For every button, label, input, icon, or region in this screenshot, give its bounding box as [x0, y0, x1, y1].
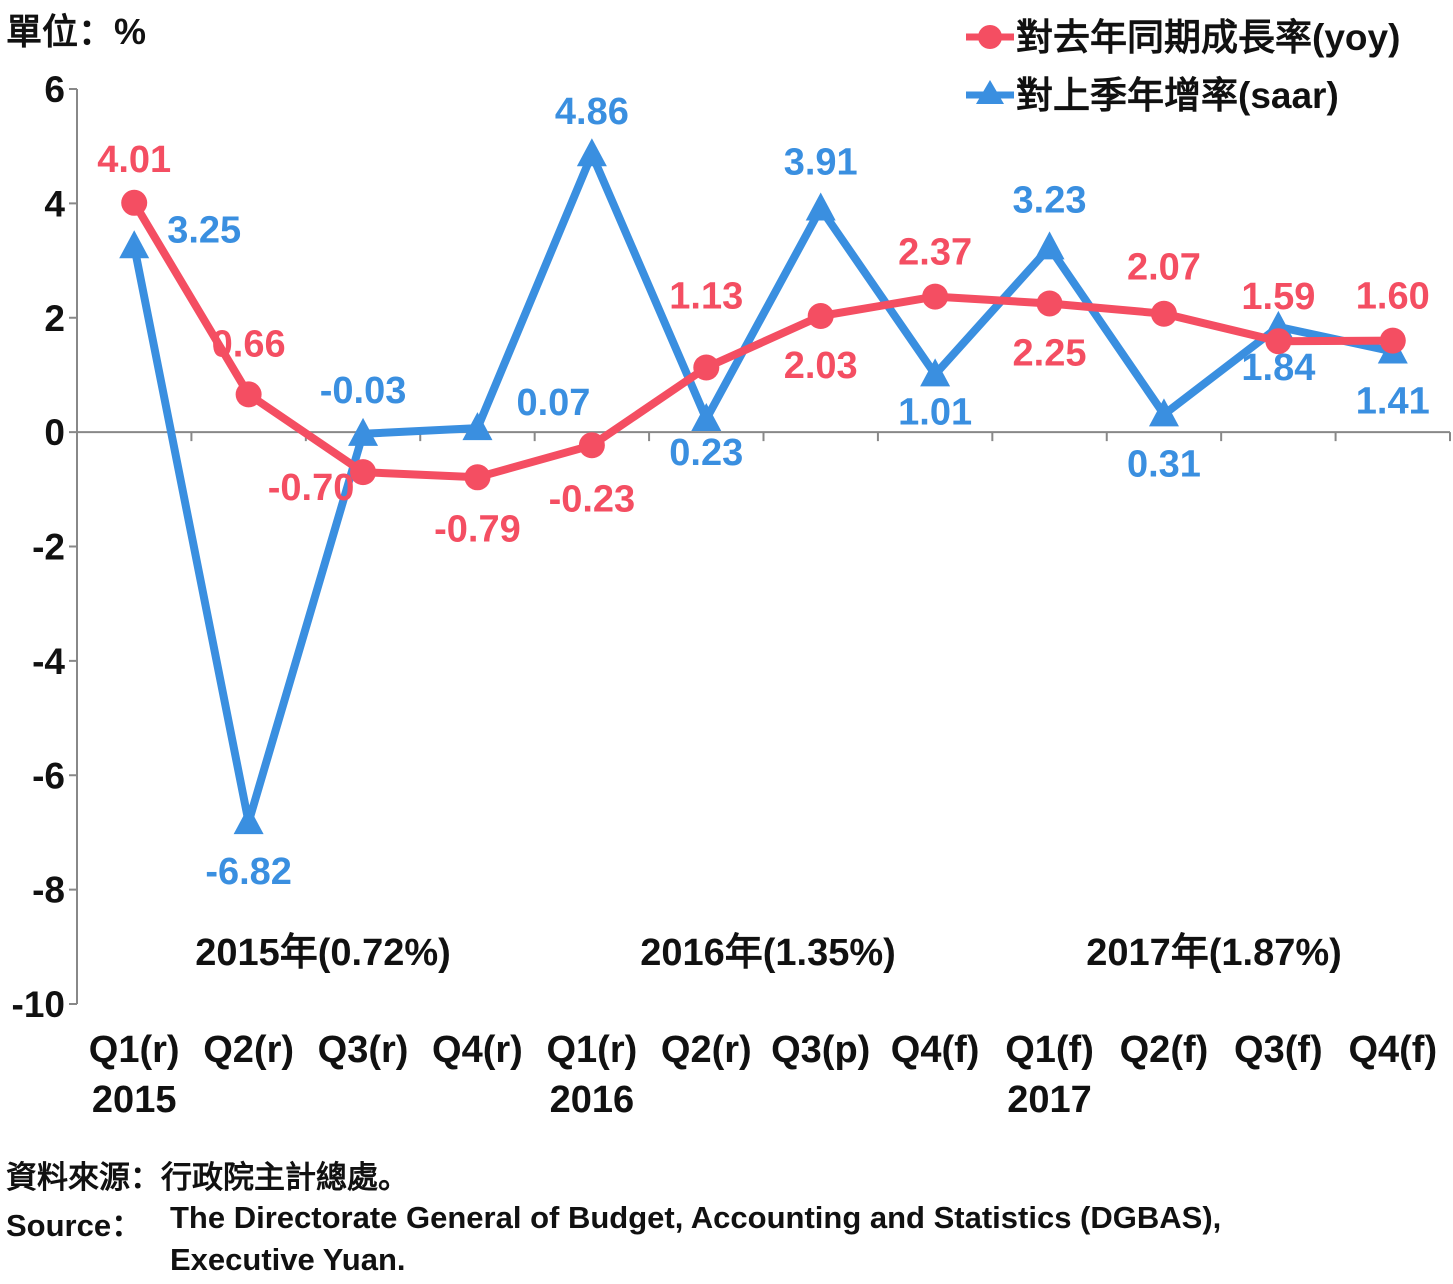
- source-chinese: 資料來源：行政院主計總處。: [6, 1160, 409, 1195]
- legend: 對去年同期成長率(yoy) 對上季年增率(saar): [966, 17, 1400, 116]
- point-saar: [1034, 231, 1065, 260]
- point-yoy: [693, 354, 720, 381]
- point-saar: [462, 412, 493, 441]
- x-year-label: 2016: [550, 1079, 635, 1121]
- x-tick-label: Q4(f): [891, 1029, 980, 1071]
- year-label-2017: 2017年(1.87%): [1086, 932, 1342, 974]
- y-tick-label: -2: [32, 527, 65, 568]
- legend-saar-label: 對上季年增率(saar): [1016, 75, 1339, 116]
- legend-saar-marker: [976, 80, 1004, 104]
- x-year-label: 2015: [92, 1079, 177, 1121]
- point-yoy: [1265, 328, 1292, 355]
- x-tick-label: Q4(r): [432, 1029, 523, 1071]
- point-saar: [119, 230, 150, 259]
- year-label-2016: 2016年(1.35%): [640, 932, 896, 974]
- y-tick-label: 2: [44, 298, 65, 339]
- point-yoy: [1150, 300, 1177, 327]
- data-label-saar: 0.23: [669, 432, 743, 474]
- source-english-line2: Executive Yuan.: [170, 1242, 406, 1277]
- x-tick-label: Q3(r): [318, 1029, 409, 1071]
- y-tick-label: -8: [32, 870, 65, 911]
- data-label-yoy: -0.70: [268, 467, 355, 509]
- y-tick-label: -6: [32, 755, 65, 796]
- point-saar: [576, 138, 607, 167]
- x-tick-label: Q2(r): [661, 1029, 752, 1071]
- data-label-yoy: 0.66: [212, 323, 286, 365]
- y-tick-label: -10: [12, 984, 65, 1025]
- data-label-yoy: 2.37: [898, 232, 972, 274]
- source-english-line1: The Directorate General of Budget, Accou…: [170, 1200, 1222, 1235]
- y-tick-label: -4: [32, 641, 65, 682]
- data-label-yoy: 2.03: [784, 345, 858, 387]
- point-saar: [691, 402, 722, 431]
- point-saar: [920, 358, 951, 387]
- point-saar: [233, 806, 264, 835]
- series-layer: [119, 138, 1408, 835]
- y-tick-label: 0: [44, 412, 65, 453]
- point-yoy: [807, 303, 834, 330]
- x-tick-label: Q1(r): [546, 1029, 637, 1071]
- data-labels: 4.01 0.66 -0.70 -0.79 -0.23 1.13 2.03 2.37 2.25 2…: [97, 91, 1430, 893]
- axes: 6 4 2 0 -2 -4 -6 -8 -10 Q1(r) Q2(r) Q3(r) Q4(r) Q1(r)…: [12, 69, 1451, 1121]
- x-tick-label: Q3(f): [1234, 1029, 1323, 1071]
- data-label-yoy: 1.59: [1241, 276, 1315, 318]
- source-english-label: Source：: [6, 1208, 143, 1243]
- data-label-yoy: 2.07: [1127, 247, 1201, 289]
- point-yoy: [235, 381, 262, 408]
- point-yoy: [1036, 290, 1063, 317]
- y-tick-label: 6: [44, 69, 65, 110]
- unit-label: 單位：%: [6, 11, 146, 52]
- year-labels: 2015年(0.72%) 2016年(1.35%) 2017年(1.87%): [195, 932, 1342, 974]
- data-label-saar: 1.41: [1356, 380, 1430, 422]
- y-tick-label: 4: [44, 183, 65, 224]
- legend-yoy-marker: [978, 25, 1002, 49]
- legend-yoy-label: 對去年同期成長率(yoy): [1016, 17, 1400, 58]
- data-label-saar: 4.86: [555, 91, 629, 133]
- data-label-yoy: 1.60: [1356, 276, 1430, 318]
- x-tick-label: Q2(r): [203, 1029, 294, 1071]
- point-saar: [1148, 398, 1179, 427]
- data-label-saar: 3.25: [167, 209, 241, 251]
- data-label-saar: 0.07: [516, 382, 590, 424]
- data-label-saar: -0.03: [320, 370, 407, 412]
- series-line-yoy: [130, 200, 1393, 482]
- data-label-saar: 1.01: [898, 391, 972, 433]
- year-label-2015: 2015年(0.72%): [195, 932, 451, 974]
- data-label-yoy: -0.23: [549, 478, 636, 520]
- data-label-saar: -6.82: [205, 851, 292, 893]
- point-yoy: [464, 464, 491, 491]
- point-saar: [805, 192, 836, 221]
- point-yoy: [350, 459, 377, 486]
- x-tick-label: Q3(p): [771, 1029, 870, 1071]
- point-yoy: [1379, 327, 1406, 354]
- series-line-saar: [130, 150, 1394, 827]
- x-tick-label: Q4(f): [1348, 1029, 1437, 1071]
- data-label-yoy: 4.01: [97, 139, 171, 181]
- data-label-yoy: 1.13: [669, 276, 743, 318]
- data-label-yoy: -0.79: [434, 508, 521, 550]
- point-yoy: [578, 432, 605, 459]
- x-tick-label: Q1(r): [89, 1029, 180, 1071]
- x-tick-label: Q1(f): [1005, 1029, 1094, 1071]
- line-chart: 單位：% 對去年同期成長率(yoy) 對上季年增率(saar) 6 4 2 0 -2 -4…: [6, 11, 1451, 1121]
- x-tick-label: Q2(f): [1120, 1029, 1209, 1071]
- x-year-label: 2017: [1007, 1079, 1092, 1121]
- data-label-saar: 1.84: [1241, 347, 1315, 389]
- data-label-saar: 0.31: [1127, 443, 1201, 485]
- point-saar: [348, 417, 379, 446]
- point-yoy: [922, 283, 949, 310]
- data-label-saar: 3.91: [784, 142, 858, 184]
- point-yoy: [121, 189, 148, 216]
- data-label-yoy: 2.25: [1013, 332, 1087, 374]
- data-label-saar: 3.23: [1013, 179, 1087, 221]
